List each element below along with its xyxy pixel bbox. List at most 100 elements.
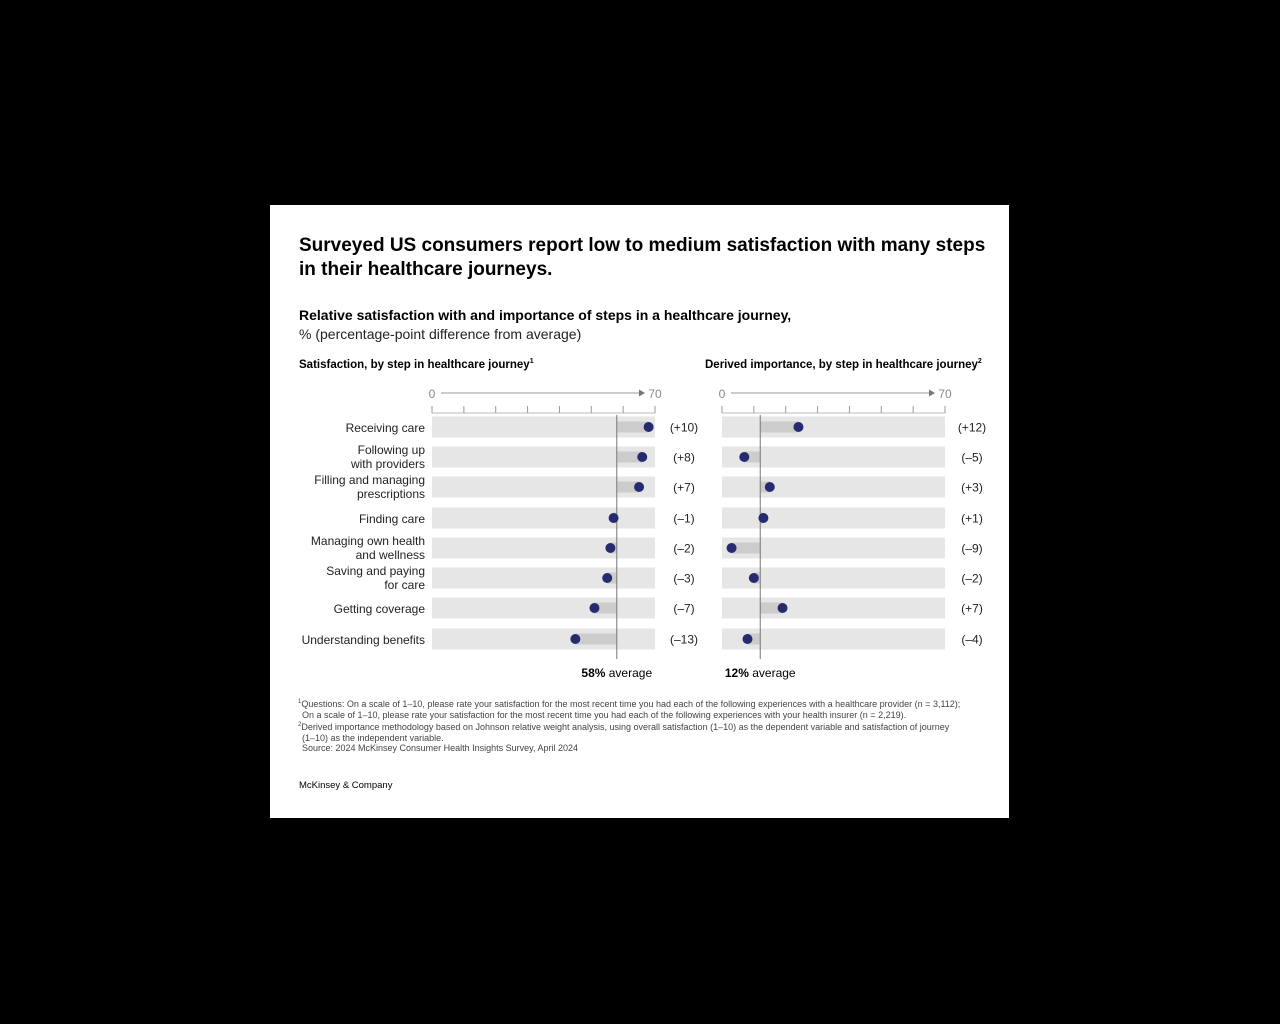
diff-bar-1-4 (731, 542, 761, 554)
x-axis-arrowhead-0 (639, 389, 645, 397)
diff-label-0-0: (+10) (670, 421, 698, 435)
diff-bar-0-2 (616, 481, 640, 493)
diff-label-0-6: (–7) (673, 602, 694, 616)
left-panel-title-text: Satisfaction, by step in healthcare jour… (299, 358, 530, 371)
category-label-line-2-1: prescriptions (357, 487, 425, 501)
category-label-line-4-0: Managing own health (311, 534, 425, 548)
category-label-line-0-0: Receiving care (346, 421, 426, 435)
track-0-5 (432, 567, 655, 589)
track-0-0 (432, 416, 655, 438)
average-text-1: average (749, 666, 796, 680)
data-point-0-7 (570, 634, 581, 644)
data-point-0-1 (637, 452, 648, 462)
category-label-6: Getting coverage (334, 602, 426, 616)
data-point-1-7 (742, 634, 753, 644)
chart-card: Surveyed US consumers report low to medi… (270, 205, 1009, 818)
diff-bar-1-0 (760, 421, 799, 433)
data-point-1-5 (748, 573, 759, 583)
track-1-5 (722, 567, 945, 589)
chart-plot: Receiving care Following up with providers… (302, 387, 987, 680)
category-label-line-6-0: Getting coverage (334, 602, 426, 616)
x-tick-label-0-0: 0 (429, 387, 436, 401)
diff-bar-1-1 (744, 451, 761, 463)
footnote-1a-text: Questions: On a scale of 1–10, please ra… (301, 699, 961, 709)
diff-label-0-1: (+8) (673, 451, 695, 465)
diff-bar-0-7 (575, 633, 617, 645)
diff-label-1-1: (–5) (961, 451, 982, 465)
right-panel-title-text: Derived importance, by step in healthcar… (705, 358, 978, 371)
category-label-5: Saving and paying for care (326, 564, 425, 592)
diff-label-1-2: (+3) (961, 481, 983, 495)
footnote-2b: (1–10) as the independent variable. (302, 732, 444, 743)
diff-label-1-7: (–4) (961, 633, 982, 647)
category-label-line-2-0: Filling and managing (314, 473, 425, 487)
x-tick-label-1-1: 70 (938, 387, 952, 401)
diff-label-1-5: (–2) (961, 572, 982, 586)
data-point-1-3 (758, 513, 769, 523)
footnote-mark-1: 1 (298, 699, 302, 705)
category-label-line-7-0: Understanding benefits (302, 633, 425, 647)
footnote-2a-text: Derived importance methodology based on … (301, 722, 950, 732)
category-label-2: Filling and managing prescriptions (314, 473, 425, 501)
data-point-0-3 (608, 513, 619, 523)
average-label-0: 58% average (581, 666, 652, 680)
diff-bar-1-6 (760, 602, 783, 614)
data-point-0-5 (602, 573, 613, 583)
category-label-0: Receiving care (346, 421, 426, 435)
track-1-4 (722, 537, 945, 559)
data-point-1-2 (764, 482, 775, 492)
diff-label-0-4: (–2) (673, 542, 694, 556)
category-label-line-1-0: Following up (358, 443, 426, 457)
average-text-0: average (605, 666, 652, 680)
footnote-mark-2: 2 (298, 722, 302, 728)
data-point-0-2 (634, 482, 645, 492)
diff-label-0-5: (–3) (673, 572, 694, 586)
data-point-0-0 (643, 422, 654, 432)
average-label-1: 12% average (725, 666, 796, 680)
category-label-7: Understanding benefits (302, 633, 425, 647)
diff-bar-0-1 (616, 451, 643, 463)
chart-title: Surveyed US consumers report low to medi… (299, 235, 986, 280)
track-1-2 (722, 476, 945, 498)
diff-bar-0-6 (594, 602, 617, 614)
chart-subtitle: Relative satisfaction with and importanc… (299, 307, 792, 323)
average-value-0: 58% (581, 666, 605, 680)
track-1-7 (722, 628, 945, 650)
track-0-1 (432, 446, 655, 468)
average-value-1: 12% (725, 666, 749, 680)
data-point-0-6 (589, 603, 600, 613)
right-panel-title: Derived importance, by step in healthcar… (705, 358, 982, 371)
category-label-1: Following up with providers (350, 443, 425, 471)
data-point-1-6 (777, 603, 788, 613)
left-panel-title: Satisfaction, by step in healthcare jour… (299, 358, 534, 371)
track-0-3 (432, 507, 655, 529)
mckinsey-logo: McKinsey & Company (299, 780, 393, 791)
category-label-line-5-0: Saving and paying (326, 564, 425, 578)
diff-label-0-3: (–1) (673, 512, 694, 526)
footnote-2a: 2Derived importance methodology based on… (298, 720, 998, 733)
category-label-line-3-0: Finding care (359, 512, 425, 526)
data-point-1-1 (739, 452, 750, 462)
diff-bar-0-0 (616, 421, 649, 433)
category-label-line-1-1: with providers (350, 457, 425, 471)
category-label-4: Managing own health and wellness (311, 534, 425, 562)
track-0-4 (432, 537, 655, 559)
x-tick-label-0-1: 70 (648, 387, 662, 401)
diff-label-1-6: (+7) (961, 602, 983, 616)
footnotes: 1Questions: On a scale of 1–10, please r… (298, 697, 998, 754)
diff-label-1-0: (+12) (958, 421, 986, 435)
track-1-1 (722, 446, 945, 468)
diff-label-0-7: (–13) (670, 633, 698, 647)
track-0-2 (432, 476, 655, 498)
category-label-3: Finding care (359, 512, 425, 526)
category-label-line-5-1: for care (384, 578, 425, 592)
footnote-1a: 1Questions: On a scale of 1–10, please r… (298, 697, 998, 710)
track-0-7 (432, 628, 655, 650)
diff-label-1-3: (+1) (961, 512, 983, 526)
right-panel-title-sup: 2 (977, 358, 982, 365)
diff-label-1-4: (–9) (961, 542, 982, 556)
left-panel-title-sup: 1 (529, 358, 534, 365)
track-1-0 (722, 416, 945, 438)
track-1-6 (722, 597, 945, 619)
chart-subtitle-unit: % (percentage-point difference from aver… (299, 326, 582, 342)
